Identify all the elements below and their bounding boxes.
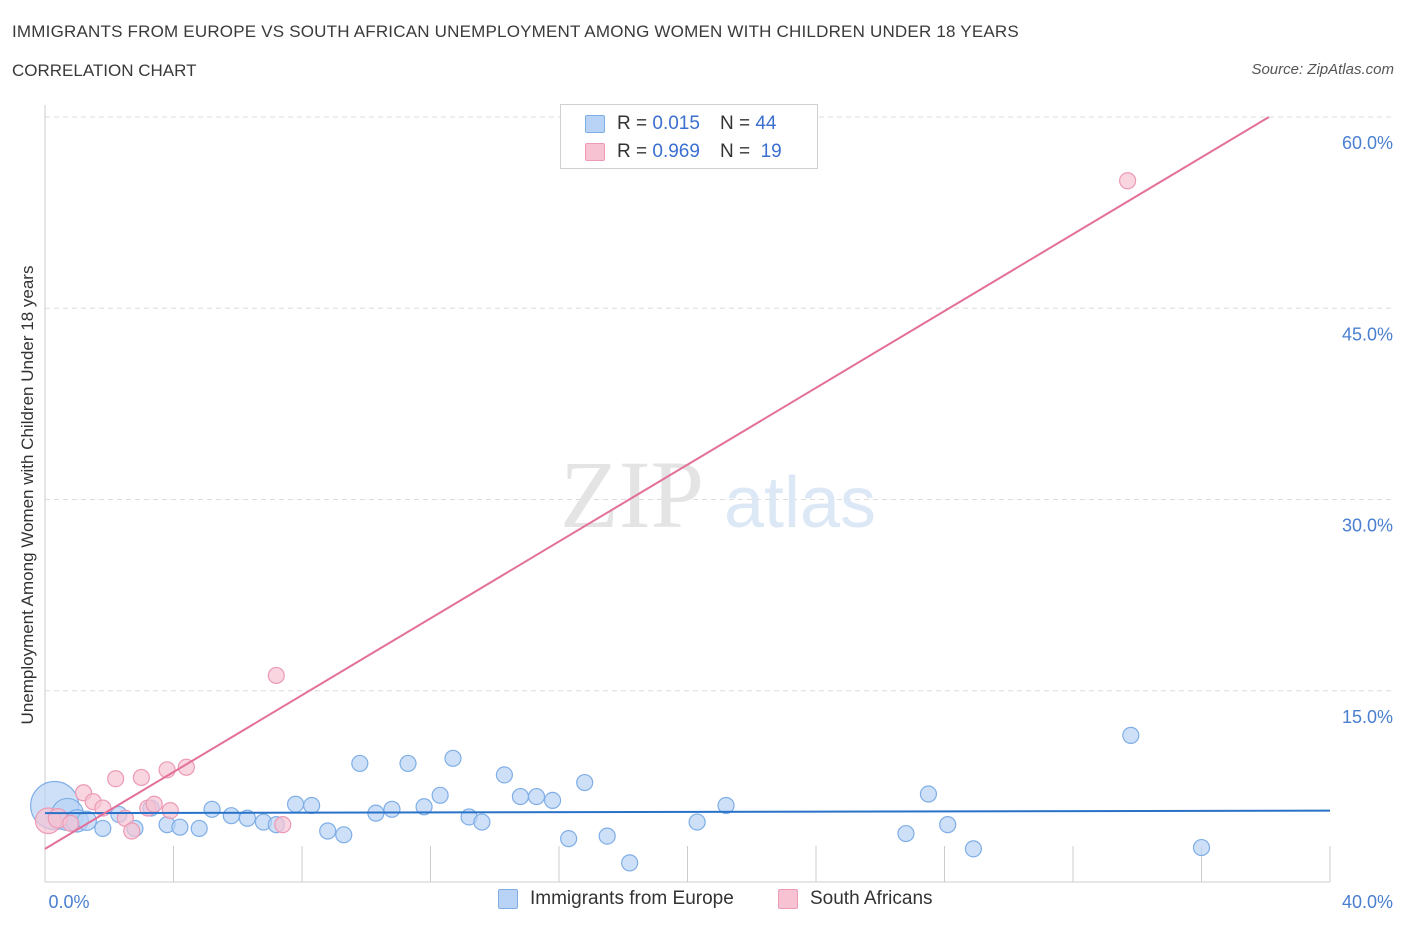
europe-point xyxy=(717,796,735,815)
legend-row-europe: R = 0.015 N = 44 xyxy=(585,112,776,136)
europe-point xyxy=(495,766,513,784)
europe-point xyxy=(383,800,401,818)
points-layer xyxy=(30,172,1211,872)
europe-point xyxy=(286,795,305,813)
south-african-point xyxy=(123,822,141,840)
legend-swatch-europe xyxy=(585,115,605,133)
bottom-legend-swatch-south-africans xyxy=(778,889,798,909)
labels-layer: 15.0% 30.0% 45.0% 60.0% 0.0% 40.0% xyxy=(48,133,1393,912)
europe-point xyxy=(319,822,337,840)
y-axis-label: Unemployment Among Women with Children U… xyxy=(18,266,37,725)
grid-layer xyxy=(45,116,1395,692)
europe-point xyxy=(222,807,240,825)
south-african-point xyxy=(1119,172,1137,190)
europe-point xyxy=(897,824,915,843)
south-african-point xyxy=(177,758,195,776)
legend-n-value: 19 xyxy=(760,141,782,162)
europe-point xyxy=(238,809,256,827)
europe-point xyxy=(171,818,189,836)
watermark: ZIP atlas xyxy=(560,441,876,548)
europe-point xyxy=(543,791,562,810)
europe-point xyxy=(473,813,491,831)
europe-point xyxy=(964,840,983,858)
south-african-point xyxy=(107,770,125,788)
watermark-zip: ZIP xyxy=(560,441,704,548)
europe-point xyxy=(415,798,433,816)
x-tick-label: 40.0% xyxy=(1342,892,1393,912)
europe-point xyxy=(939,816,957,834)
europe-point xyxy=(351,754,369,773)
south-african-point xyxy=(267,666,285,685)
europe-point xyxy=(399,754,417,773)
europe-point xyxy=(621,854,639,872)
legend-r-label: R = xyxy=(617,141,648,162)
bottom-legend-label-south-africans: South Africans xyxy=(810,888,933,909)
legend-n-value: 44 xyxy=(755,113,777,134)
x-tick-label: 0.0% xyxy=(48,892,89,912)
chart-title: IMMIGRANTS FROM EUROPE VS SOUTH AFRICAN … xyxy=(12,22,1019,41)
europe-point xyxy=(431,786,449,804)
south-african-trend-line xyxy=(44,116,1270,850)
watermark-atlas: atlas xyxy=(724,463,876,543)
legend-swatch-south-africans xyxy=(585,143,605,161)
europe-point xyxy=(303,796,321,815)
europe-point xyxy=(598,827,616,845)
y-tick-label: 15.0% xyxy=(1342,707,1393,727)
y-tick-label: 45.0% xyxy=(1342,324,1393,344)
legend-n-label: N = xyxy=(719,141,751,162)
europe-point xyxy=(919,785,938,803)
europe-point xyxy=(560,830,578,848)
europe-point xyxy=(444,749,462,767)
axes-layer xyxy=(44,105,1331,883)
south-african-point xyxy=(62,814,80,832)
stats-legend: R = 0.015 N = 44 R = 0.969 N = 19 xyxy=(560,104,818,169)
source-credit: Source: ZipAtlas.com xyxy=(1251,61,1394,78)
europe-point xyxy=(688,813,706,831)
trend-layer xyxy=(44,116,1331,850)
europe-point xyxy=(335,826,353,844)
europe-point xyxy=(1122,726,1140,744)
legend-n-label: N = xyxy=(719,113,751,134)
chart-subtitle: CORRELATION CHART xyxy=(12,61,197,80)
legend-r-value: 0.969 xyxy=(652,141,700,162)
south-african-point xyxy=(132,768,150,787)
europe-point xyxy=(1192,838,1211,857)
south-african-point xyxy=(161,801,179,820)
y-tick-label: 60.0% xyxy=(1342,133,1393,153)
bottom-legend-swatch-europe xyxy=(498,889,518,909)
bottom-legend-europe: Immigrants from Europe xyxy=(498,888,734,910)
europe-trend-line xyxy=(44,809,1331,815)
europe-point xyxy=(94,819,112,838)
europe-point xyxy=(511,787,530,806)
europe-point xyxy=(203,800,221,818)
south-african-point xyxy=(274,816,292,834)
legend-r-value: 0.015 xyxy=(652,113,700,134)
legend-row-south-africans: R = 0.969 N = 19 xyxy=(585,140,782,164)
europe-point xyxy=(190,819,208,838)
bottom-legend-south-africans: South Africans xyxy=(778,888,933,910)
south-african-point xyxy=(145,795,163,813)
europe-point xyxy=(576,773,594,792)
y-tick-label: 30.0% xyxy=(1342,516,1393,536)
bottom-legend-label-europe: Immigrants from Europe xyxy=(530,888,734,909)
europe-point xyxy=(527,787,546,806)
legend-r-label: R = xyxy=(617,113,648,134)
